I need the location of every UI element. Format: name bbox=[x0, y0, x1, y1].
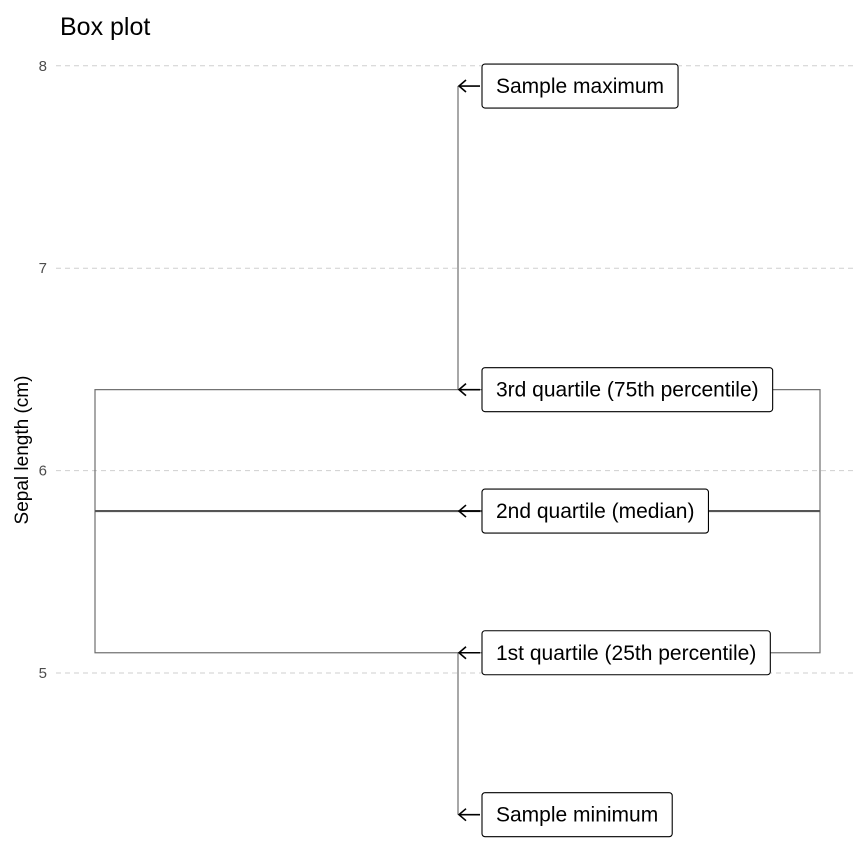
annotation-arrowhead-q3 bbox=[457, 383, 467, 397]
annotation-min: Sample minimum bbox=[457, 792, 673, 838]
annotation-label-q1: 1st quartile (25th percentile) bbox=[496, 642, 756, 665]
tick-label-6: 6 bbox=[39, 463, 47, 480]
annotation-box-q3 bbox=[481, 367, 774, 413]
annotation-arrowhead-q1 bbox=[457, 646, 467, 660]
tick-label-5: 5 bbox=[39, 665, 47, 682]
annotations: Sample maximum 3rd quartile (75th percent… bbox=[457, 63, 774, 838]
interquartile-box bbox=[94, 389, 821, 654]
annotation-box-max bbox=[481, 63, 679, 109]
annotation-label-min: Sample minimum bbox=[496, 804, 658, 827]
annotation-arrowhead-min bbox=[457, 808, 467, 822]
annotation-q1: 1st quartile (25th percentile) bbox=[457, 630, 771, 676]
annotation-max: Sample maximum bbox=[457, 63, 679, 109]
y-axis-ticks: 5 6 7 8 bbox=[39, 58, 47, 682]
annotation-label-q3: 3rd quartile (75th percentile) bbox=[496, 379, 759, 402]
annotation-box-q1 bbox=[481, 630, 771, 676]
y-axis-title: Sepal length (cm) bbox=[12, 376, 33, 525]
annotation-label-median: 2nd quartile (median) bbox=[496, 500, 694, 523]
annotation-arrowhead-median bbox=[457, 504, 467, 518]
annotation-box-median bbox=[481, 488, 710, 534]
tick-label-8: 8 bbox=[39, 58, 47, 75]
annotation-q3: 3rd quartile (75th percentile) bbox=[457, 367, 774, 413]
chart-title: Box plot bbox=[60, 13, 150, 41]
annotation-box-min bbox=[481, 792, 673, 838]
annotation-arrowhead-max bbox=[457, 79, 467, 93]
annotation-median: 2nd quartile (median) bbox=[457, 488, 710, 534]
tick-label-7: 7 bbox=[39, 260, 47, 277]
box-plot bbox=[94, 86, 821, 815]
annotation-label-max: Sample maximum bbox=[496, 75, 664, 98]
